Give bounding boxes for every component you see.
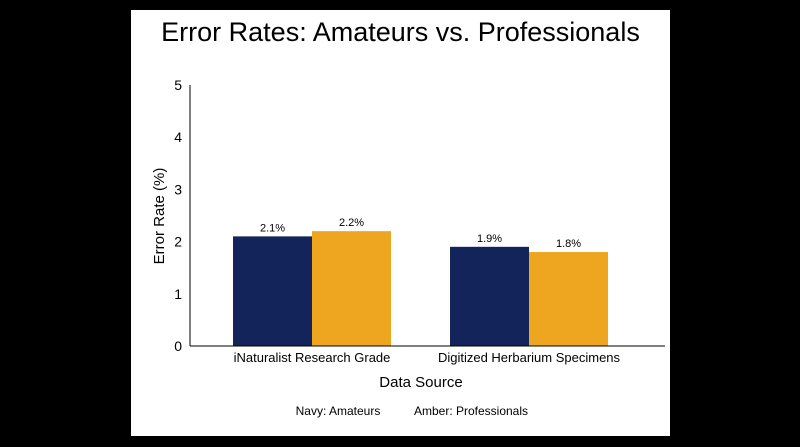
y-tick-label: 5 (174, 77, 182, 93)
y-tick-label: 3 (174, 181, 182, 197)
bar-professionals-0 (312, 231, 391, 346)
y-tick-label: 1 (174, 286, 182, 302)
bar-chart: Error Rates: Amateurs vs. Professionals … (151, 17, 665, 418)
bar-amateurs-1 (450, 246, 529, 346)
y-axis-label: Error Rate (%) (151, 168, 168, 265)
chart-title: Error Rates: Amateurs vs. Professionals (161, 17, 640, 47)
x-category-label: Digitized Herbarium Specimens (438, 350, 621, 365)
data-label: 1.8% (556, 238, 581, 250)
data-label: 2.1% (260, 222, 285, 234)
legend-entry-amateurs: Navy: Amateurs (296, 404, 381, 418)
y-axis-ticks: 0 1 2 3 4 5 (174, 77, 182, 354)
chart-card: Error Rates: Amateurs vs. Professionals … (131, 10, 670, 436)
value-labels: 2.1% 2.2% 1.9% 1.8% (260, 217, 581, 250)
bar-amateurs-0 (233, 236, 312, 346)
bars (233, 231, 608, 346)
y-tick-label: 0 (174, 338, 182, 354)
y-tick-label: 4 (174, 129, 182, 145)
y-tick-label: 2 (174, 234, 182, 250)
data-label: 1.9% (477, 233, 502, 245)
data-label: 2.2% (339, 217, 364, 229)
x-axis-label: Data Source (379, 374, 462, 391)
bar-professionals-1 (529, 252, 608, 346)
x-axis-categories: iNaturalist Research Grade Digitized Herb… (234, 350, 621, 365)
legend-entry-professionals: Amber: Professionals (414, 404, 528, 418)
x-category-label: iNaturalist Research Grade (234, 350, 391, 365)
